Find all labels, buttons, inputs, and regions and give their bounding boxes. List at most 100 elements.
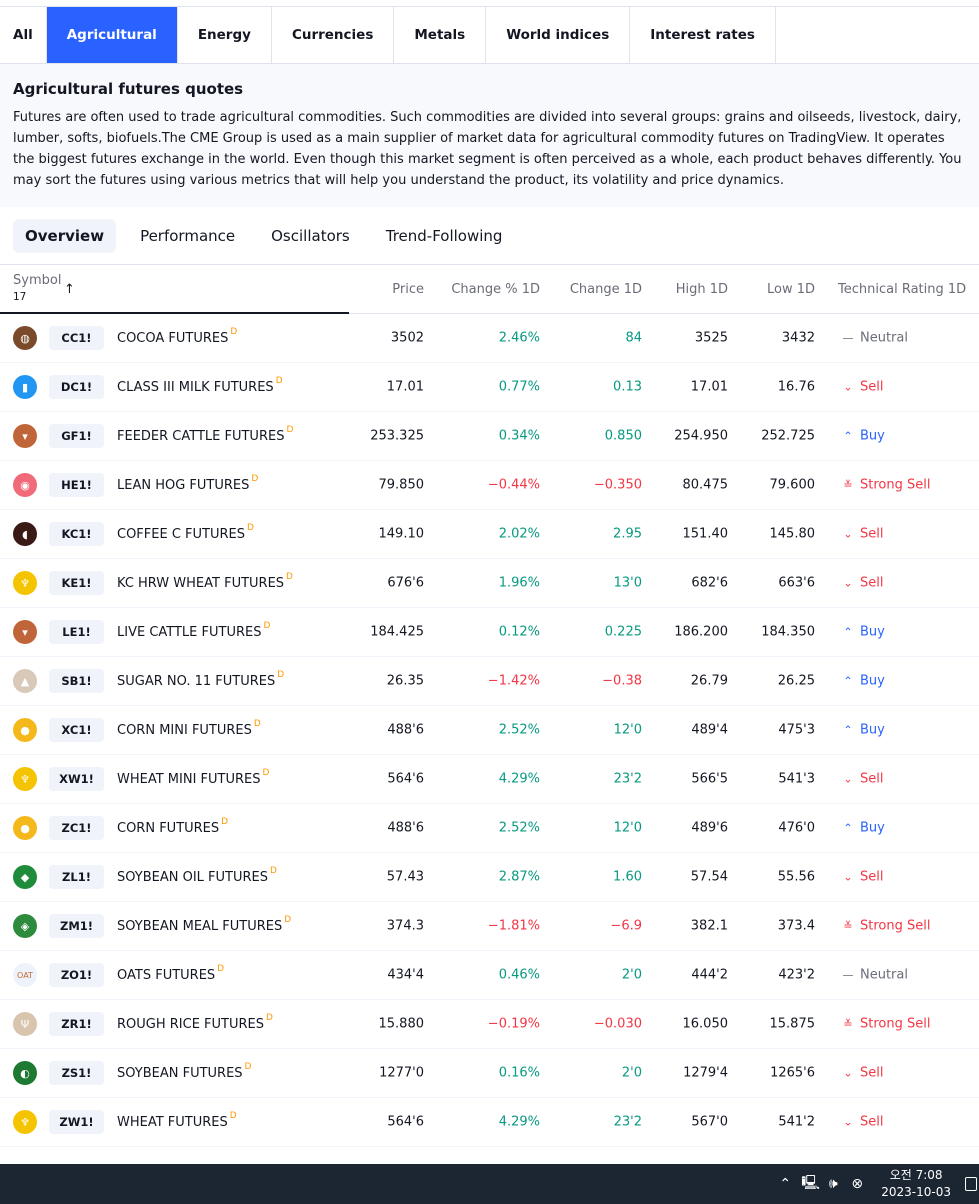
ticker-badge[interactable]: CC1! bbox=[49, 326, 104, 350]
header-change-pct[interactable]: Change % 1D bbox=[451, 282, 540, 297]
ticker-badge[interactable]: DC1! bbox=[49, 375, 104, 399]
high-cell: 489'6 bbox=[691, 820, 728, 836]
high-cell: 254.950 bbox=[674, 428, 728, 444]
table-row[interactable]: ▾ LE1! LIVE CATTLE FUTURES D 184.425 0.12% 0.2… bbox=[0, 608, 979, 657]
table-row[interactable]: OAT ZO1! OATS FUTURES D 434'4 0.46% 2'0 444'2 42… bbox=[0, 951, 979, 1000]
view-tab-oscillators[interactable]: Oscillators bbox=[271, 226, 350, 245]
symbol-name[interactable]: COFFEE C FUTURES D bbox=[117, 523, 254, 542]
symbol-name[interactable]: WHEAT FUTURES D bbox=[117, 1110, 237, 1130]
change-pct-cell: 2.87% bbox=[498, 869, 540, 885]
tab-energy[interactable]: Energy bbox=[178, 7, 272, 63]
ticker-badge[interactable]: ZW1! bbox=[49, 1110, 104, 1134]
notification-icon[interactable] bbox=[965, 1177, 977, 1191]
table-row[interactable]: ♆ KE1! KC HRW WHEAT FUTURES D 676'6 1.96% 13'0… bbox=[0, 559, 979, 608]
table-row[interactable]: ▮ DC1! CLASS III MILK FUTURES D 17.01 0.77% 0.… bbox=[0, 363, 979, 412]
table-row[interactable]: ♆ XW1! WHEAT MINI FUTURES D 564'6 4.29% 23'2 56… bbox=[0, 755, 979, 804]
ticker-badge[interactable]: KC1! bbox=[49, 522, 104, 546]
table-row[interactable]: ◉ HE1! LEAN HOG FUTURES D 79.850 −0.44% −0.350… bbox=[0, 461, 979, 510]
change-pct-cell: 4.29% bbox=[498, 771, 540, 787]
header-price[interactable]: Price bbox=[392, 282, 424, 297]
header-high[interactable]: High 1D bbox=[675, 282, 728, 297]
coffee-bean-icon: ◖ bbox=[13, 522, 37, 546]
symbol-name[interactable]: COCOA FUTURES D bbox=[117, 327, 237, 346]
symbol-name[interactable]: LEAN HOG FUTURES D bbox=[117, 474, 258, 494]
symbol-name-text: SOYBEAN OIL FUTURES bbox=[117, 870, 268, 886]
table-row[interactable]: ▾ GF1! FEEDER CATTLE FUTURES D 253.325 0.34% 0… bbox=[0, 412, 979, 461]
volume-icon[interactable]: 🕪 bbox=[828, 1176, 838, 1192]
tab-agricultural[interactable]: Agricultural bbox=[46, 7, 178, 63]
low-cell: 184.350 bbox=[761, 624, 815, 640]
price-cell: 374.3 bbox=[386, 918, 424, 934]
tab-world-indices[interactable]: World indices bbox=[486, 7, 631, 63]
ticker-badge[interactable]: ZS1! bbox=[49, 1061, 104, 1085]
symbol-name[interactable]: OATS FUTURES D bbox=[117, 964, 224, 983]
symbol-name[interactable]: FEEDER CATTLE FUTURES D bbox=[117, 425, 293, 444]
delayed-marker: D bbox=[229, 1110, 237, 1121]
rating-buy-icon: ⌃ bbox=[843, 674, 853, 688]
wheat-icon: ♆ bbox=[13, 571, 37, 595]
ticker-badge[interactable]: KE1! bbox=[49, 571, 104, 595]
symbol-name[interactable]: CLASS III MILK FUTURES D bbox=[117, 376, 283, 395]
header-low[interactable]: Low 1D bbox=[766, 282, 815, 297]
table-row[interactable]: ◍ CC1! COCOA FUTURES D 3502 2.46% 84 3525 3432 — N… bbox=[0, 314, 979, 363]
wheat-icon: ♆ bbox=[13, 1110, 37, 1134]
header-symbol[interactable]: Symbol 17 bbox=[13, 274, 61, 304]
rice-icon: Ψ bbox=[13, 1012, 37, 1036]
network-icon[interactable]: 🖳 bbox=[801, 1175, 820, 1191]
sort-arrow-icon[interactable]: ↑ bbox=[64, 282, 75, 297]
ticker-badge[interactable]: XW1! bbox=[49, 767, 104, 791]
symbol-name[interactable]: SOYBEAN MEAL FUTURES D bbox=[117, 915, 291, 934]
table-row[interactable]: ◈ ZM1! SOYBEAN MEAL FUTURES D 374.3 −1.81% −6.… bbox=[0, 902, 979, 951]
ticker-badge[interactable]: ZO1! bbox=[49, 963, 104, 987]
delayed-marker: D bbox=[253, 718, 261, 729]
tab-currencies[interactable]: Currencies bbox=[272, 7, 395, 63]
symbol-name-text: LEAN HOG FUTURES bbox=[117, 478, 250, 494]
ticker-badge[interactable]: ZM1! bbox=[49, 914, 104, 938]
rating-cell: ⌄ Sell bbox=[841, 870, 883, 885]
table-row[interactable]: ◖ KC1! COFFEE C FUTURES D 149.10 2.02% 2.95 151… bbox=[0, 510, 979, 559]
symbol-name[interactable]: CORN MINI FUTURES D bbox=[117, 718, 261, 738]
tab-metals[interactable]: Metals bbox=[394, 7, 487, 63]
ticker-badge[interactable]: ZR1! bbox=[49, 1012, 104, 1036]
view-tab-trend-following[interactable]: Trend-Following bbox=[385, 226, 503, 245]
table-row[interactable]: ◐ ZS1! SOYBEAN FUTURES D 1277'0 0.16% 2'0 1279'… bbox=[0, 1049, 979, 1098]
ticker-badge[interactable]: SB1! bbox=[49, 669, 104, 693]
table-row[interactable]: ● ZC1! CORN FUTURES D 488'6 2.52% 12'0 489'6 476… bbox=[0, 804, 979, 853]
header-change[interactable]: Change 1D bbox=[569, 282, 642, 297]
clock[interactable]: 오전 7:08 2023-10-03 bbox=[881, 1167, 951, 1201]
ticker-badge[interactable]: GF1! bbox=[49, 424, 104, 448]
close-circle-icon[interactable]: ⊗ bbox=[851, 1176, 864, 1192]
symbol-name[interactable]: WHEAT MINI FUTURES D bbox=[117, 768, 269, 787]
view-tab-overview[interactable]: Overview bbox=[13, 218, 117, 253]
header-rating[interactable]: Technical Rating 1D bbox=[838, 282, 967, 297]
tab-interest-rates[interactable]: Interest rates bbox=[630, 7, 776, 63]
table-header: Symbol 17 ↑ Price Change % 1D Change 1D … bbox=[0, 265, 979, 314]
symbol-name[interactable]: ROUGH RICE FUTURES D bbox=[117, 1013, 273, 1032]
chevron-up-icon[interactable]: ⌃ bbox=[779, 1176, 792, 1192]
symbol-name[interactable]: SOYBEAN OIL FUTURES D bbox=[117, 866, 277, 886]
oats-icon: OAT bbox=[13, 963, 37, 987]
ticker-badge[interactable]: XC1! bbox=[49, 718, 104, 742]
table-row[interactable]: ◆ ZL1! SOYBEAN OIL FUTURES D 57.43 2.87% 1.60 5… bbox=[0, 853, 979, 902]
tab-all[interactable]: All bbox=[0, 7, 47, 63]
ticker-badge[interactable]: ZL1! bbox=[49, 865, 104, 889]
symbol-name[interactable]: KC HRW WHEAT FUTURES D bbox=[117, 572, 293, 591]
symbol-name[interactable]: SUGAR NO. 11 FUTURES D bbox=[117, 670, 284, 689]
table-row[interactable]: ● XC1! CORN MINI FUTURES D 488'6 2.52% 12'0 489… bbox=[0, 706, 979, 755]
ticker-badge[interactable]: LE1! bbox=[49, 620, 104, 644]
high-cell: 3525 bbox=[694, 330, 728, 346]
price-cell: 17.01 bbox=[386, 379, 424, 395]
ticker-badge[interactable]: ZC1! bbox=[49, 816, 104, 840]
table-row[interactable]: ▲ SB1! SUGAR NO. 11 FUTURES D 26.35 −1.42% −0.… bbox=[0, 657, 979, 706]
table-row[interactable]: ♆ ZW1! WHEAT FUTURES D 564'6 4.29% 23'2 567'0 54… bbox=[0, 1098, 979, 1147]
symbol-name[interactable]: LIVE CATTLE FUTURES D bbox=[117, 621, 270, 640]
table-row[interactable]: Ψ ZR1! ROUGH RICE FUTURES D 15.880 −0.19% −0.0… bbox=[0, 1000, 979, 1049]
symbol-name[interactable]: CORN FUTURES D bbox=[117, 817, 228, 836]
top-strip bbox=[0, 0, 979, 7]
price-cell: 488'6 bbox=[387, 722, 424, 738]
ticker-badge[interactable]: HE1! bbox=[49, 473, 104, 497]
change-cell: 2'0 bbox=[621, 967, 642, 983]
view-tab-performance[interactable]: Performance bbox=[140, 226, 236, 245]
rating-cell: ≚ Strong Sell bbox=[841, 478, 930, 493]
symbol-name[interactable]: SOYBEAN FUTURES D bbox=[117, 1062, 251, 1081]
